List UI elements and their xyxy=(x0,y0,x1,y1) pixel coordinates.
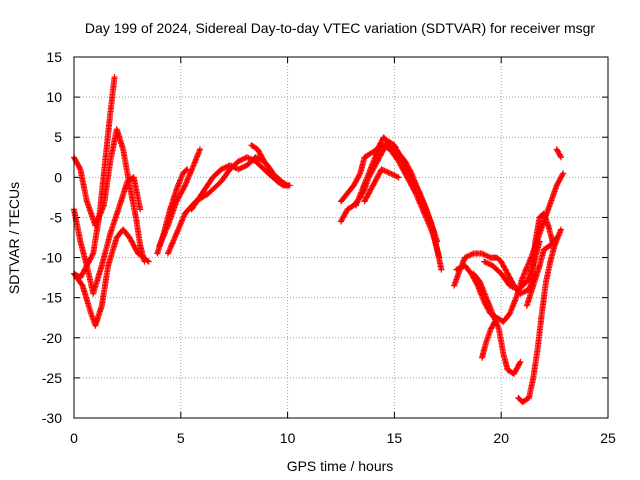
y-tick-label: -20 xyxy=(42,330,62,346)
chart-title: Day 199 of 2024, Sidereal Day-to-day VTE… xyxy=(85,20,595,36)
y-tick-label: -15 xyxy=(42,290,62,306)
x-tick-labels: 0 5 10 15 20 25 xyxy=(70,430,616,446)
y-tick-label: 10 xyxy=(46,89,62,105)
y-tick-label: -10 xyxy=(42,250,62,266)
y-tick-label: 0 xyxy=(54,169,62,185)
point-markers-track-21 xyxy=(523,234,560,309)
x-tick-label: 25 xyxy=(600,430,616,446)
y-tick-label: 15 xyxy=(46,49,62,65)
point-markers-track-17 xyxy=(479,318,498,361)
point-markers-track-6 xyxy=(156,146,204,249)
y-tick-label: -30 xyxy=(42,410,62,426)
series-track-12 xyxy=(353,142,443,261)
series-track-19 xyxy=(515,226,565,405)
series-track-21 xyxy=(523,234,560,309)
x-tick-label: 0 xyxy=(70,430,78,446)
point-markers-track-13 xyxy=(361,166,402,205)
series-track-16 xyxy=(470,270,524,377)
series-track-6 xyxy=(156,146,204,249)
series-track-17 xyxy=(479,318,498,361)
plot-frame xyxy=(73,56,609,419)
y-axis-label: SDTVAR / TECUs xyxy=(6,182,22,294)
series-track-22 xyxy=(553,146,565,161)
series-track-13 xyxy=(361,166,402,205)
series-track-9 xyxy=(248,142,291,189)
x-tick-label: 5 xyxy=(177,430,185,446)
x-tick-label: 10 xyxy=(280,430,296,446)
y-tick-labels: 15 10 5 0 -5 -10 -15 -20 -25 -30 xyxy=(42,49,62,426)
point-markers-track-12 xyxy=(353,142,443,261)
grid-lines xyxy=(74,57,608,418)
x-axis-label: GPS time / hours xyxy=(287,458,394,474)
x-tick-label: 20 xyxy=(493,430,509,446)
point-markers-track-9 xyxy=(248,142,291,189)
y-tick-label: 5 xyxy=(54,129,62,145)
data-points xyxy=(71,74,567,405)
y-tick-label: -25 xyxy=(42,370,62,386)
point-markers-track-19 xyxy=(515,226,565,405)
point-markers-track-22 xyxy=(553,146,565,161)
x-tick-label: 15 xyxy=(387,430,403,446)
y-tick-label: -5 xyxy=(50,209,63,225)
point-markers-track-16 xyxy=(470,270,524,377)
